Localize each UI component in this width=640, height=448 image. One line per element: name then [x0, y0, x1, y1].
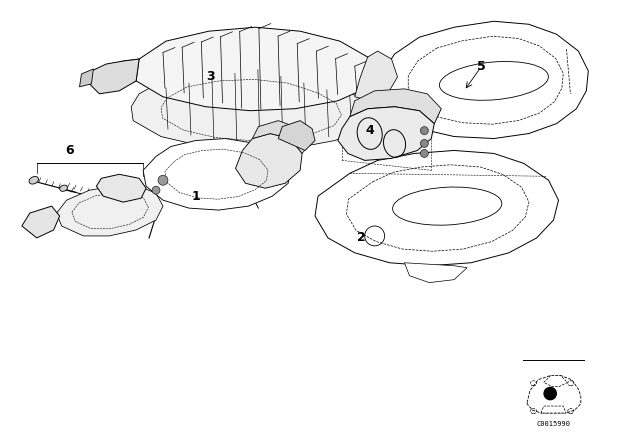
Circle shape [420, 139, 428, 147]
Text: 3: 3 [206, 70, 215, 83]
Circle shape [152, 186, 160, 194]
Polygon shape [57, 186, 163, 236]
Polygon shape [252, 121, 310, 154]
Polygon shape [338, 107, 435, 160]
Polygon shape [106, 59, 139, 87]
Polygon shape [404, 263, 467, 283]
Text: 5: 5 [477, 60, 485, 73]
Polygon shape [236, 134, 302, 188]
Ellipse shape [29, 177, 38, 184]
Text: 1: 1 [191, 190, 200, 202]
Polygon shape [133, 27, 374, 111]
Polygon shape [278, 121, 315, 151]
Circle shape [420, 150, 428, 157]
Polygon shape [541, 406, 566, 413]
Polygon shape [544, 375, 568, 387]
Polygon shape [408, 36, 563, 124]
Ellipse shape [60, 185, 67, 191]
Polygon shape [131, 69, 372, 151]
Text: 6: 6 [65, 144, 74, 157]
Polygon shape [527, 375, 581, 413]
Polygon shape [90, 59, 139, 94]
Polygon shape [79, 69, 93, 87]
Polygon shape [381, 21, 588, 138]
Polygon shape [350, 89, 441, 124]
Polygon shape [143, 138, 290, 210]
Text: C0015990: C0015990 [536, 421, 570, 427]
Polygon shape [355, 51, 397, 101]
Polygon shape [97, 174, 146, 202]
Circle shape [420, 127, 428, 134]
Polygon shape [346, 165, 529, 251]
Text: 4: 4 [365, 124, 374, 137]
Circle shape [158, 175, 168, 185]
Polygon shape [315, 151, 559, 266]
Polygon shape [22, 206, 60, 238]
Circle shape [544, 388, 556, 400]
Text: 2: 2 [357, 232, 366, 245]
